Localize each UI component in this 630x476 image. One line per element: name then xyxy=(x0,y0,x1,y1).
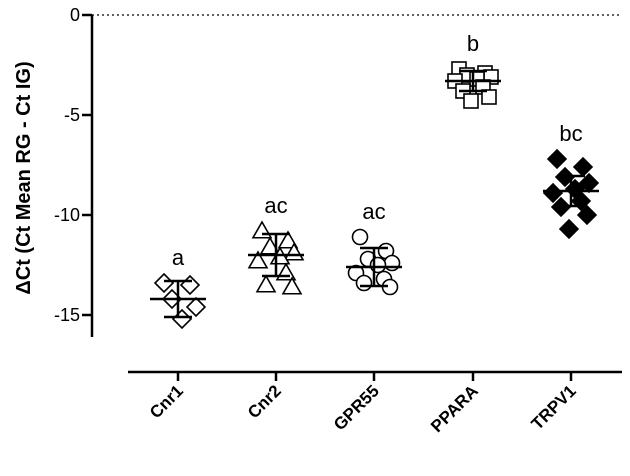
y-tick-label: -15 xyxy=(54,305,80,325)
series-cnr1: a xyxy=(150,245,207,330)
y-axis-title: ΔCt (Ct Mean RG - Ct IG) xyxy=(13,61,35,294)
data-point xyxy=(558,218,580,240)
data-point xyxy=(171,308,193,330)
data-point xyxy=(179,274,201,296)
axes: 0 -5 -10 -15 Cnr1 Cnr2 GPR55 PPARA TRPV1 xyxy=(54,5,622,436)
x-tick-label: TRPV1 xyxy=(528,381,580,433)
series-gpr55: ac xyxy=(346,199,402,296)
x-tick-label: GPR55 xyxy=(330,381,383,434)
data-point xyxy=(255,274,277,293)
significance-label: ac xyxy=(362,199,385,224)
data-point xyxy=(281,276,303,295)
significance-label: b xyxy=(467,31,479,56)
data-point xyxy=(576,204,598,226)
data-point xyxy=(277,230,299,249)
x-tick-label: Cnr1 xyxy=(146,381,187,422)
series-cnr2: ac xyxy=(247,193,305,295)
series-layer: a ac ac b bc xyxy=(150,31,600,330)
data-point xyxy=(185,296,207,318)
significance-label: a xyxy=(172,245,185,270)
data-point xyxy=(546,148,568,170)
y-tick-label: -5 xyxy=(64,105,80,125)
series-trpv1: bc xyxy=(542,121,600,240)
data-point xyxy=(251,220,273,239)
y-tick-label: 0 xyxy=(70,5,80,25)
data-point xyxy=(247,250,269,269)
data-point xyxy=(481,89,497,105)
y-tick-label: -10 xyxy=(54,205,80,225)
x-tick-label: Cnr2 xyxy=(244,381,285,422)
significance-label: bc xyxy=(559,121,582,146)
significance-label: ac xyxy=(264,193,287,218)
x-tick-label: PPARA xyxy=(427,381,482,436)
data-point xyxy=(355,274,373,292)
series-ppara: b xyxy=(445,31,501,109)
data-point xyxy=(463,93,479,109)
data-point xyxy=(153,272,175,294)
data-point xyxy=(351,228,369,246)
